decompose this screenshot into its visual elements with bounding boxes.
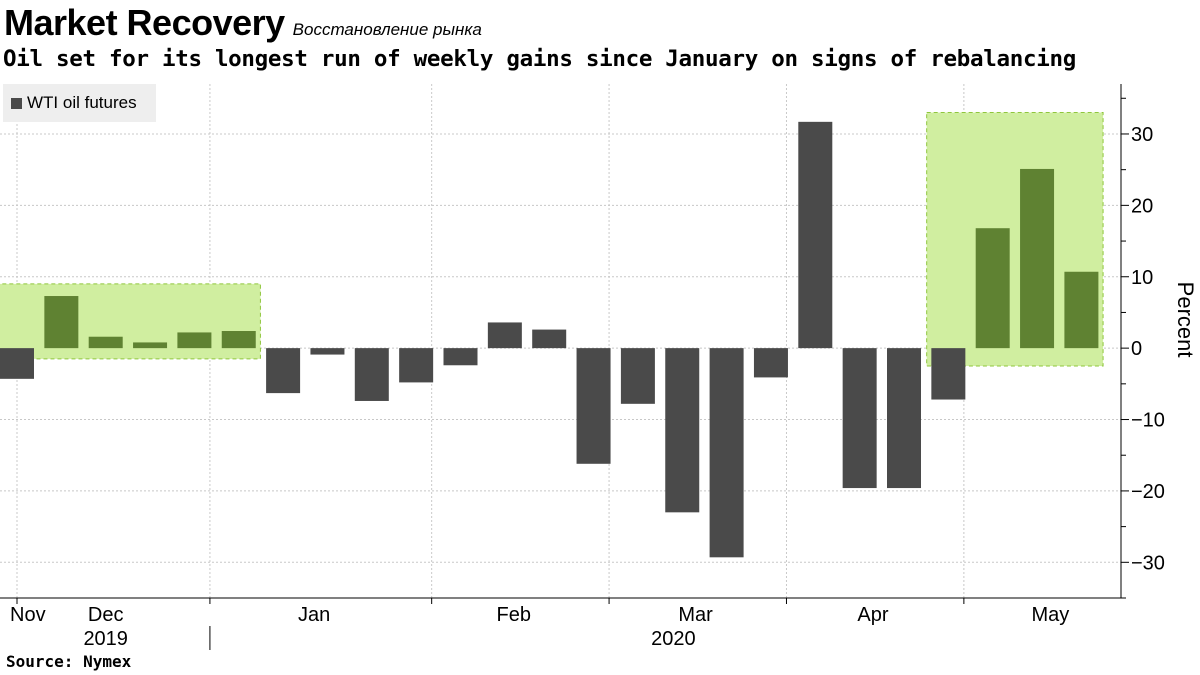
x-year-label: 2020 xyxy=(651,628,696,650)
x-year-label: 2019 xyxy=(83,628,128,650)
bar xyxy=(487,322,522,349)
bar xyxy=(443,348,478,366)
bar xyxy=(1020,168,1055,349)
bar xyxy=(266,348,301,394)
bar xyxy=(44,296,79,349)
y-tick-label: −20 xyxy=(1131,481,1165,503)
chart-title-translation: Восстановление рынка xyxy=(292,20,482,39)
x-month-label: Dec xyxy=(88,604,124,626)
y-axis-title: Percent xyxy=(1173,282,1198,358)
bar xyxy=(709,348,744,558)
bar xyxy=(576,348,611,464)
bar xyxy=(399,348,434,383)
bar xyxy=(620,348,655,404)
bar xyxy=(354,348,389,401)
bar xyxy=(798,121,833,349)
title-row: Market Recovery Восстановление рынка xyxy=(4,2,482,46)
highlight-region xyxy=(0,283,261,360)
x-month-label: Nov xyxy=(10,604,46,626)
bar xyxy=(133,342,168,349)
bar xyxy=(753,348,788,378)
bar xyxy=(1064,271,1099,349)
y-tick-label: −10 xyxy=(1131,410,1165,432)
y-tick-label: 0 xyxy=(1131,338,1142,360)
bar xyxy=(975,228,1010,349)
legend: WTI oil futures xyxy=(3,84,156,122)
bar xyxy=(532,329,567,349)
y-tick-label: 20 xyxy=(1131,195,1153,217)
x-month-label: Feb xyxy=(496,604,530,626)
chart-title: Market Recovery xyxy=(4,2,285,43)
bar xyxy=(931,348,966,400)
legend-swatch xyxy=(11,97,22,109)
bar xyxy=(310,348,345,355)
legend-label: WTI oil futures xyxy=(27,93,137,112)
chart-subtitle: Oil set for its longest run of weekly ga… xyxy=(3,46,1076,72)
bar xyxy=(177,332,212,349)
x-month-label: Jan xyxy=(298,604,330,626)
x-month-label: May xyxy=(1031,604,1069,626)
y-tick-label: 30 xyxy=(1131,124,1153,146)
bar xyxy=(0,348,34,379)
bar xyxy=(88,336,123,349)
bar xyxy=(665,348,700,513)
source-note: Source: Nymex xyxy=(6,652,132,671)
y-tick-label: −30 xyxy=(1131,552,1165,574)
x-month-label: Mar xyxy=(678,604,713,626)
bar xyxy=(887,348,921,489)
bar xyxy=(842,348,877,489)
bar xyxy=(221,331,256,349)
x-month-label: Apr xyxy=(857,604,888,626)
y-tick-label: 10 xyxy=(1131,267,1153,289)
